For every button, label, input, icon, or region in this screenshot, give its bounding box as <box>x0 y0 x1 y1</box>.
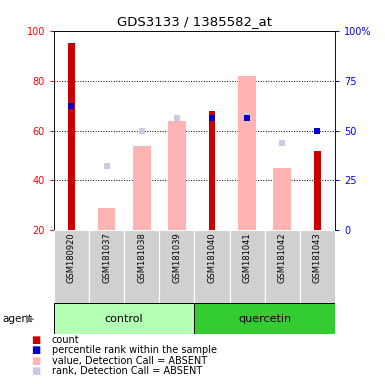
Bar <box>159 230 194 303</box>
Text: ■: ■ <box>31 335 40 345</box>
Bar <box>238 76 256 230</box>
Bar <box>98 208 116 230</box>
Bar <box>89 230 124 303</box>
Bar <box>54 303 194 334</box>
Text: GSM181037: GSM181037 <box>102 233 111 283</box>
Text: ▶: ▶ <box>26 314 35 324</box>
Text: ■: ■ <box>31 366 40 376</box>
Bar <box>264 230 300 303</box>
Bar <box>68 43 75 230</box>
Text: GSM181040: GSM181040 <box>208 233 216 283</box>
Bar <box>209 111 215 230</box>
Bar <box>194 230 229 303</box>
Text: quercetin: quercetin <box>238 314 291 324</box>
Bar <box>229 230 265 303</box>
Text: rank, Detection Call = ABSENT: rank, Detection Call = ABSENT <box>52 366 202 376</box>
Bar <box>194 303 335 334</box>
Text: agent: agent <box>2 314 32 324</box>
Bar <box>300 230 335 303</box>
Text: count: count <box>52 335 80 345</box>
Text: ■: ■ <box>31 356 40 366</box>
Text: GSM180920: GSM180920 <box>67 233 76 283</box>
Text: control: control <box>105 314 144 324</box>
Text: value, Detection Call = ABSENT: value, Detection Call = ABSENT <box>52 356 207 366</box>
Bar <box>54 230 89 303</box>
Text: GSM181041: GSM181041 <box>243 233 252 283</box>
Bar <box>314 151 321 230</box>
Text: GSM181043: GSM181043 <box>313 233 322 283</box>
Bar <box>133 146 151 230</box>
Text: GSM181039: GSM181039 <box>172 233 181 283</box>
Text: ■: ■ <box>31 345 40 355</box>
Bar <box>168 121 186 230</box>
Text: GSM181042: GSM181042 <box>278 233 287 283</box>
Text: percentile rank within the sample: percentile rank within the sample <box>52 345 217 355</box>
Text: GSM181038: GSM181038 <box>137 233 146 283</box>
Bar <box>273 168 291 230</box>
Bar <box>124 230 159 303</box>
Title: GDS3133 / 1385582_at: GDS3133 / 1385582_at <box>117 15 272 28</box>
